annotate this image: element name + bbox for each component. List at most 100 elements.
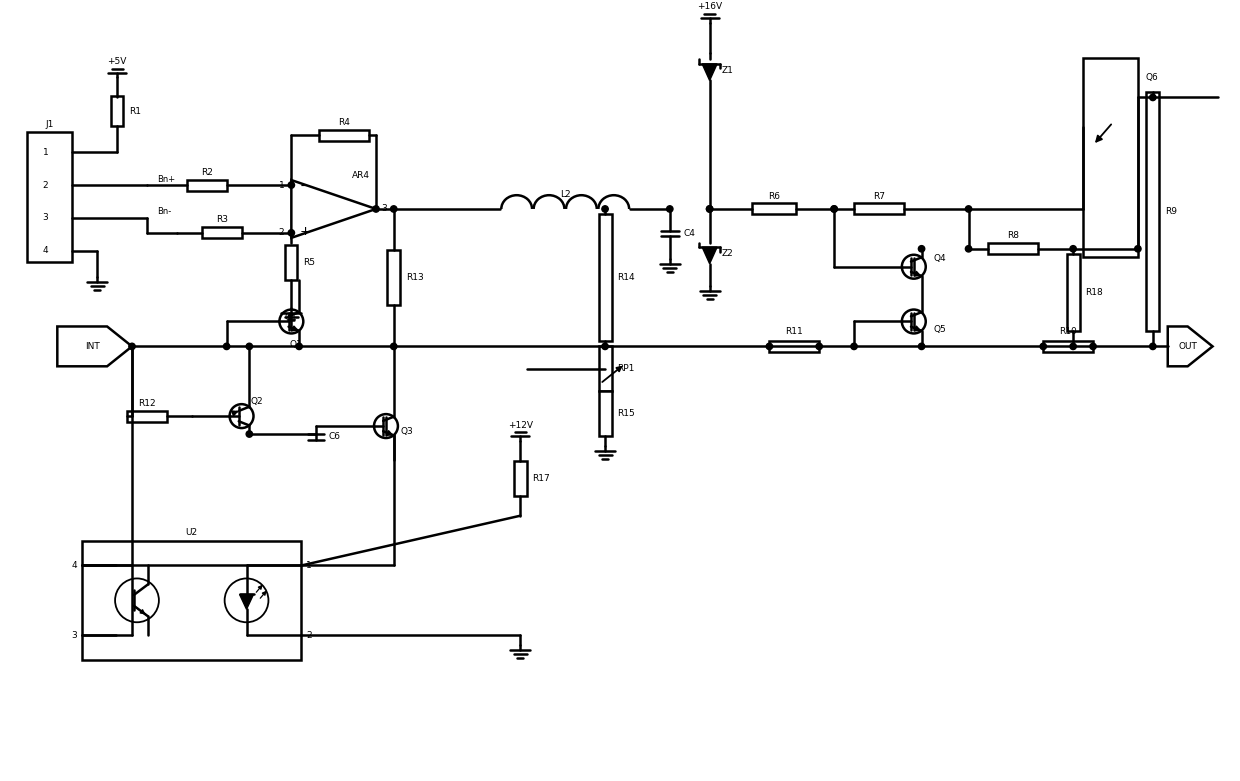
Circle shape xyxy=(901,309,926,333)
Text: R12: R12 xyxy=(138,398,156,408)
Text: R2: R2 xyxy=(201,168,212,177)
Bar xyxy=(187,180,227,191)
Text: C4: C4 xyxy=(683,230,696,238)
Text: J1: J1 xyxy=(46,119,55,129)
Circle shape xyxy=(246,431,253,437)
Text: R9: R9 xyxy=(1164,208,1177,216)
Bar xyxy=(599,391,611,436)
Text: 2: 2 xyxy=(279,228,284,237)
Circle shape xyxy=(279,309,304,333)
Circle shape xyxy=(1070,343,1076,350)
Circle shape xyxy=(1149,95,1156,101)
Circle shape xyxy=(288,182,295,188)
Text: R15: R15 xyxy=(618,409,635,418)
Text: 2: 2 xyxy=(42,180,48,190)
Circle shape xyxy=(1135,245,1141,252)
Text: OUT: OUT xyxy=(1178,342,1197,351)
Text: R14: R14 xyxy=(618,273,635,282)
Text: +16V: +16V xyxy=(697,2,722,11)
Bar xyxy=(753,204,796,215)
Text: +5V: +5V xyxy=(108,57,126,66)
Text: Q2: Q2 xyxy=(250,397,263,405)
Circle shape xyxy=(851,343,857,350)
Circle shape xyxy=(374,414,398,438)
Bar xyxy=(599,214,611,341)
Circle shape xyxy=(1040,343,1047,350)
Text: RP1: RP1 xyxy=(618,364,635,373)
Text: Bn+: Bn+ xyxy=(157,175,175,184)
Bar xyxy=(513,462,527,496)
Text: 4: 4 xyxy=(72,561,77,570)
Bar xyxy=(285,245,298,280)
Bar xyxy=(1066,254,1080,331)
Circle shape xyxy=(296,343,303,350)
Text: Q6: Q6 xyxy=(1146,73,1158,82)
Text: R13: R13 xyxy=(405,273,423,282)
Circle shape xyxy=(919,343,925,350)
Circle shape xyxy=(229,404,253,428)
Text: L2: L2 xyxy=(560,190,570,198)
Polygon shape xyxy=(239,594,253,609)
Text: R3: R3 xyxy=(216,216,228,224)
Circle shape xyxy=(391,205,397,212)
Circle shape xyxy=(707,205,713,212)
Text: R10: R10 xyxy=(1059,327,1078,336)
Text: −: − xyxy=(299,180,310,193)
Bar xyxy=(1146,92,1159,331)
Circle shape xyxy=(1149,343,1156,350)
Circle shape xyxy=(115,579,159,622)
Text: Bn-: Bn- xyxy=(157,208,171,216)
Text: INT: INT xyxy=(84,342,99,351)
Circle shape xyxy=(224,579,268,622)
Circle shape xyxy=(966,245,972,252)
Circle shape xyxy=(816,343,822,350)
Circle shape xyxy=(901,255,926,279)
Bar xyxy=(126,411,167,422)
Text: 1: 1 xyxy=(42,148,48,157)
Polygon shape xyxy=(57,326,131,366)
Circle shape xyxy=(766,343,773,350)
Text: 1: 1 xyxy=(279,180,284,190)
Circle shape xyxy=(831,205,837,212)
Circle shape xyxy=(288,230,295,236)
Text: Q3: Q3 xyxy=(401,426,414,436)
Text: 1: 1 xyxy=(306,561,312,570)
Text: U2: U2 xyxy=(186,528,198,537)
Text: 4: 4 xyxy=(42,246,48,255)
Text: Q4: Q4 xyxy=(934,255,946,263)
Text: 3: 3 xyxy=(42,213,48,223)
Circle shape xyxy=(223,343,229,350)
Circle shape xyxy=(831,205,837,212)
Bar xyxy=(82,540,301,660)
Text: R4: R4 xyxy=(337,118,350,127)
Circle shape xyxy=(1090,343,1096,350)
Text: R5: R5 xyxy=(304,259,315,267)
Text: +: + xyxy=(299,225,310,238)
Text: R18: R18 xyxy=(1085,288,1102,297)
Bar xyxy=(319,130,368,141)
Polygon shape xyxy=(702,64,717,80)
Circle shape xyxy=(707,205,713,212)
Text: Q1: Q1 xyxy=(285,313,298,322)
Bar xyxy=(202,227,242,238)
Bar xyxy=(854,204,904,215)
Bar xyxy=(599,347,611,391)
Text: R11: R11 xyxy=(785,327,804,336)
Text: AR4: AR4 xyxy=(352,170,370,180)
Text: R6: R6 xyxy=(769,191,780,201)
Circle shape xyxy=(966,205,972,212)
Circle shape xyxy=(373,205,379,212)
Circle shape xyxy=(667,205,673,212)
Bar xyxy=(769,341,820,352)
Text: +12V: +12V xyxy=(508,421,533,430)
Circle shape xyxy=(129,343,135,350)
Polygon shape xyxy=(702,247,717,264)
Circle shape xyxy=(1070,245,1076,252)
Bar xyxy=(387,250,401,305)
Circle shape xyxy=(919,245,925,252)
Bar xyxy=(27,132,72,262)
Text: R8: R8 xyxy=(1007,231,1019,241)
Circle shape xyxy=(601,343,609,350)
Text: R17: R17 xyxy=(532,474,551,483)
Circle shape xyxy=(601,205,609,212)
